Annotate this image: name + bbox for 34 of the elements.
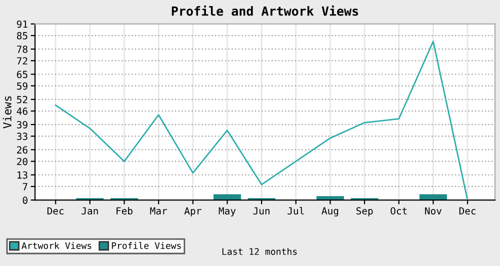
- y-tick-label: 46: [16, 108, 28, 115]
- y-tick-label: 65: [16, 70, 28, 78]
- x-tick-label: Dec: [47, 207, 64, 215]
- x-tick-label: Jan: [82, 207, 98, 215]
- x-tick-label: Oct: [390, 207, 407, 215]
- y-tick-label: 59: [17, 82, 28, 90]
- x-tick-label: Dec: [459, 207, 476, 215]
- y-tick-label: 52: [17, 96, 28, 104]
- x-tick-label: Nov: [425, 207, 442, 215]
- x-tick-label: Aug: [322, 207, 338, 216]
- x-tick-label: Jul: [288, 206, 304, 215]
- y-tick-label: 7: [22, 183, 28, 190]
- y-tick-label: 39: [17, 121, 28, 128]
- x-tick-label: May: [218, 207, 236, 216]
- y-tick-label: 72: [17, 57, 28, 64]
- y-tick-label: 13: [18, 171, 28, 179]
- y-tick-label: 0: [22, 196, 28, 204]
- y-tick-label: 26: [17, 146, 28, 154]
- y-tick-label: 78: [17, 46, 28, 53]
- line-series: [54, 40, 468, 200]
- chart-title: Profile and Artwork Views: [172, 5, 358, 16]
- text: Last 12 months: [222, 248, 297, 255]
- x-tick-label: Mar: [150, 207, 167, 215]
- legend-label: Profile Views: [112, 242, 181, 250]
- y-tick-label: 20: [17, 158, 28, 166]
- legend-label: Artwork Views: [22, 242, 92, 250]
- x-tick-label: Sep: [356, 207, 373, 216]
- y-tick-label: 85: [16, 32, 28, 40]
- y-tick-label: 91: [16, 20, 28, 28]
- x-tick-label: Feb: [116, 207, 132, 215]
- y-tick-label: 33: [17, 132, 28, 140]
- x-tick-label: Jun: [253, 207, 270, 215]
- y-axis-title: Views: [2, 96, 12, 128]
- x-tick-label: Apr: [184, 207, 202, 216]
